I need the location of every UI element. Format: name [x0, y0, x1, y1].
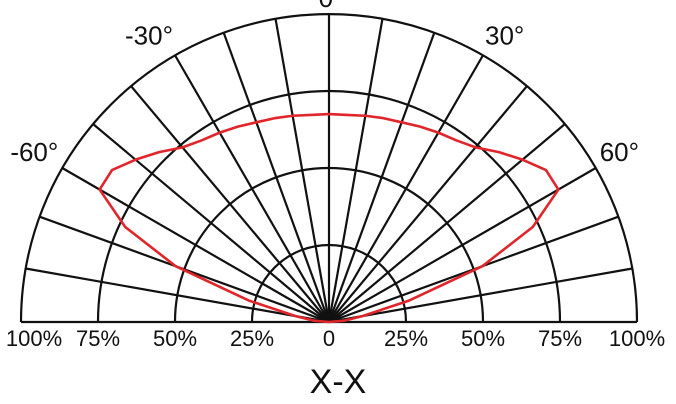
radial-label: 0 — [323, 326, 335, 351]
angle-label: -30° — [125, 20, 173, 50]
angle-label: 0° — [319, 0, 344, 13]
chart-title: X-X — [310, 363, 367, 401]
angle-label: 30° — [485, 20, 524, 50]
intensity-curve — [98, 112, 560, 324]
angle-label: -60° — [10, 137, 58, 167]
radial-label: 100% — [609, 326, 665, 351]
radial-ring — [96, 89, 562, 323]
radial-ring — [250, 243, 408, 323]
polar-grid — [19, 12, 639, 324]
radial-label: 100% — [6, 326, 62, 351]
intensity-curve-layer — [98, 112, 560, 324]
radial-label: 75% — [538, 326, 582, 351]
radial-labels: 100% 75% 50% 25% 0 25% 50% 75% 100% — [6, 326, 665, 351]
radial-ring — [19, 12, 639, 323]
angle-labels: -60° -30° 0° 30° 60° — [10, 0, 639, 167]
radial-label: 50% — [153, 326, 197, 351]
radial-label: 50% — [461, 326, 505, 351]
radial-label: 25% — [384, 326, 428, 351]
radial-label: 25% — [230, 326, 274, 351]
angle-label: 60° — [600, 137, 639, 167]
radial-ring — [173, 166, 485, 323]
radial-label: 75% — [76, 326, 120, 351]
